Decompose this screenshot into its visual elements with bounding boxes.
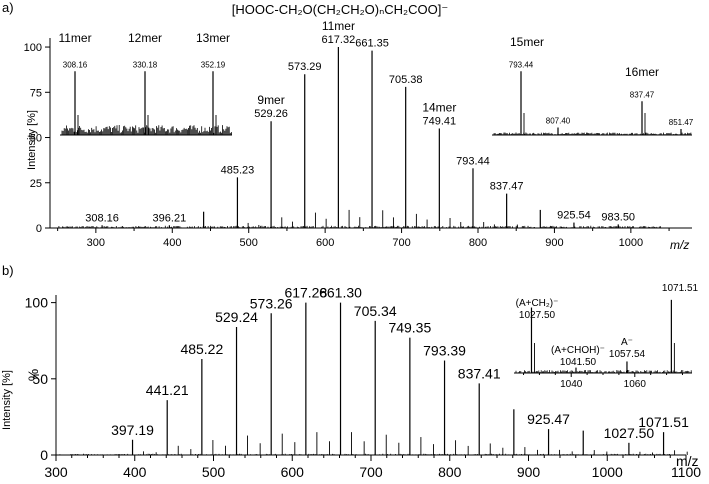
- panel-a-peak-label: 983.50: [601, 211, 635, 223]
- panel-b-peak-label: 529.24: [215, 309, 258, 325]
- panel-a-xlabel: m/z: [670, 238, 689, 252]
- panel-b-x-tick-label: 1100: [671, 464, 701, 480]
- panel-b-x-tick-label: 600: [281, 464, 305, 480]
- panel-b-inset: 1040 1060 (A+CH₂)⁻1027.50 (A+CHOH)⁻1041.50 A…: [514, 283, 699, 390]
- panel-a-peak-label: 661.35: [355, 38, 389, 50]
- panel-a-x-tick-label: 1000: [619, 237, 643, 249]
- panel-b-y-tick-label: 0: [40, 447, 48, 463]
- panel-a-x-tick-label: 400: [163, 237, 181, 249]
- panel-a-peak-label: 837.47: [490, 181, 524, 193]
- panel-a-x-tick-label: 600: [316, 237, 334, 249]
- inset-b-ion-label: (A+CHOH)⁻: [551, 345, 605, 356]
- panel-a-y-tick-label: 75: [30, 87, 42, 99]
- inset-a2-peak-label: 837.47: [630, 90, 655, 99]
- inset-a2-peak-label: 807.40: [546, 117, 571, 126]
- panel-b-y-tick-label: 50: [32, 371, 48, 387]
- panel-a-y-tick-label: 0: [36, 223, 42, 235]
- panel-b-x-tick-label: 400: [123, 464, 147, 480]
- panel-a-inset-low-mass: 308.16 11mer 330.18 12mer 352.19 13mer: [58, 31, 232, 136]
- panel-b-peak-label: 925.47: [527, 411, 570, 427]
- panel-b-label: b): [2, 263, 14, 278]
- panel-b-ylabel: Intensity [%]: [1, 370, 13, 430]
- inset-a1-oligomer-label: 13mer: [196, 31, 230, 45]
- panel-a-peak-label: 529.26: [254, 108, 288, 120]
- inset-b-tick-label: 1040: [560, 379, 583, 390]
- panel-a-y-tick-label: 25: [30, 178, 42, 190]
- panel-b-y-tick-label: 100: [25, 295, 49, 311]
- inset-b-ion-label: (A+CH₂)⁻: [516, 298, 559, 309]
- inset-b-peak-label: 1057.54: [609, 349, 646, 360]
- panel-a-peak-label: 573.29: [288, 61, 322, 73]
- panel-a-ylabel: Intensity [%]: [26, 110, 38, 170]
- inset-b-tick-label: 1060: [624, 379, 647, 390]
- panel-b-peak-label: 1027.50: [604, 425, 655, 441]
- panel-a-peak-label: 485.23: [221, 164, 255, 176]
- panel-a-oligomer-label: 9mer: [257, 93, 284, 107]
- panel-b-xlabel: m/z: [676, 453, 699, 469]
- panel-b-x-tick-label: 900: [517, 464, 541, 480]
- panel-a-peak-label: 705.38: [389, 74, 423, 86]
- panel-b-peak-label: 793.39: [423, 343, 466, 359]
- panel-b-peak-label: 705.34: [354, 303, 397, 319]
- panel-a: a) Intensity [%] m/z 0 25 50 75 100 300 400 500…: [2, 0, 694, 252]
- inset-a1-peak-label: 330.18: [133, 60, 158, 69]
- inset-a1-peak-label: 352.19: [201, 60, 226, 69]
- panel-a-label: a): [2, 0, 14, 15]
- panel-a-oligomer-label: 14mer: [422, 100, 456, 114]
- panel-b-x-tick-label: 1000: [592, 464, 623, 480]
- panel-a-x-tick-label: 900: [545, 237, 563, 249]
- panel-b-peak-label: 837.41: [458, 365, 501, 381]
- inset-b-ion-label: A⁻: [621, 337, 633, 348]
- panel-a-peak-label: 793.44: [456, 155, 490, 167]
- inset-a1-peak-label: 308.16: [63, 60, 88, 69]
- panel-b-peak-label: 485.22: [180, 341, 223, 357]
- inset-a2-peak-label: 851.47: [669, 118, 694, 127]
- panel-b-peak-label: 749.35: [388, 320, 431, 336]
- panel-a-x-tick-label: 300: [87, 237, 105, 249]
- panel-b-x-tick-label: 300: [44, 464, 68, 480]
- panel-b: b) Intensity [%] % m/z 0 50 100 300 400 500 60…: [1, 263, 701, 480]
- panel-b-peak-label: 397.19: [111, 422, 154, 438]
- chart-title: [HOOC-CH₂O(CH₂CH₂O)ₙCH₂COO]⁻: [232, 2, 448, 17]
- panel-a-y-tick-label: 50: [30, 133, 42, 145]
- panel-b-peak-label: 573.26: [250, 295, 293, 311]
- panel-a-x-tick-label: 800: [469, 237, 487, 249]
- panel-b-peak-label: 617.28: [284, 285, 327, 301]
- inset-b-peak-label: 1027.50: [519, 310, 556, 321]
- inset-b-peak-label: 1071.51: [662, 283, 699, 294]
- inset-b-peak-label: 1041.50: [560, 357, 597, 368]
- panel-a-peak-label: 308.16: [85, 212, 119, 224]
- inset-a1-oligomer-label: 12mer: [128, 31, 162, 45]
- panel-b-peak-label: 1071.51: [638, 414, 689, 430]
- panel-a-peak-label: 396.21: [153, 212, 187, 224]
- inset-a2-oligomer-label: 15mer: [510, 35, 544, 49]
- inset-a2-peak-label: 793.44: [509, 60, 534, 69]
- panel-b-ylabel-percent: %: [25, 369, 41, 381]
- panel-a-peak-label: 617.32: [322, 34, 356, 46]
- inset-a1-oligomer-label: 11mer: [58, 31, 91, 45]
- panel-b-x-tick-label: 800: [438, 464, 462, 480]
- panel-a-peak-label: 925.54: [557, 210, 591, 222]
- panel-a-oligomer-label: 11mer: [322, 19, 355, 33]
- panel-b-x-tick-label: 700: [359, 464, 383, 480]
- inset-a1-noise: [61, 125, 232, 135]
- inset-a2-oligomer-label: 16mer: [625, 65, 659, 79]
- panel-b-peak-label: 661.30: [319, 285, 362, 301]
- panel-a-x-tick-label: 700: [392, 237, 410, 249]
- panel-b-x-tick-label: 500: [202, 464, 226, 480]
- panel-a-baseline-noise: [58, 225, 661, 228]
- panel-a-y-tick-label: 100: [24, 42, 42, 54]
- panel-a-x-tick-label: 500: [240, 237, 258, 249]
- panel-a-peak-label: 749.41: [423, 115, 457, 127]
- panel-a-inset-high-mass: 793.44 807.40 837.47 851.47 15mer 16mer: [492, 35, 694, 136]
- panel-b-peak-label: 441.21: [146, 382, 189, 398]
